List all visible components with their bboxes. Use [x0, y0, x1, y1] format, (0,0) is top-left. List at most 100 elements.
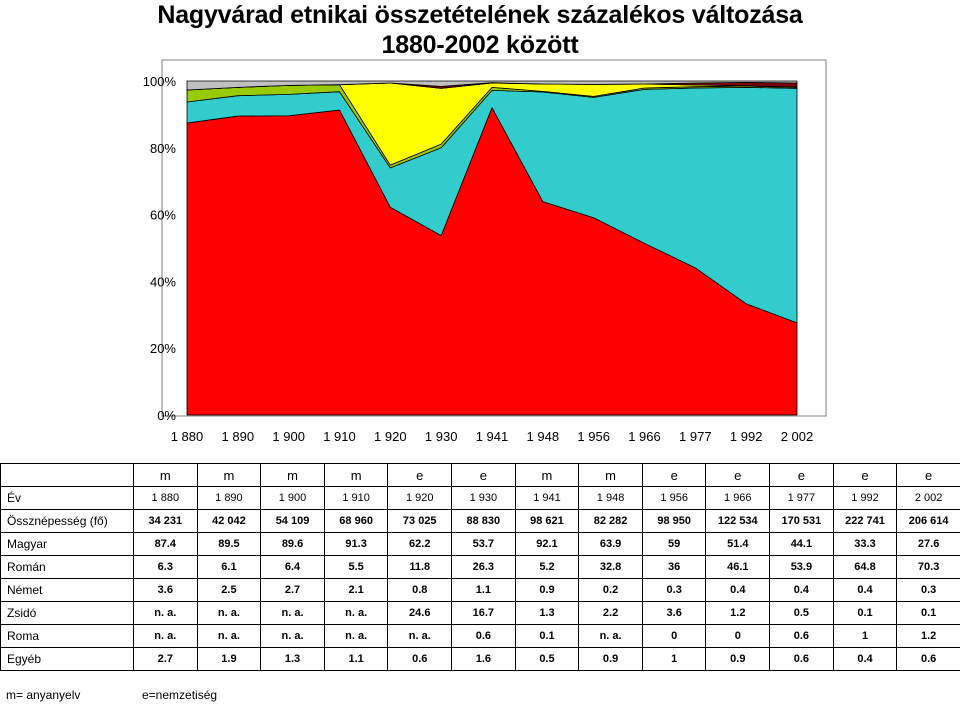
table-cell: 1 930 [451, 486, 516, 510]
table-row: Német 3.6 2.5 2.7 2.1 0.8 1.1 0.9 0.2 0.3 0.4 0.4 0.… [0, 578, 960, 602]
table-cell: 3.6 [133, 578, 198, 602]
table-cell: 26.3 [451, 555, 516, 579]
table-cell: 0.6 [387, 647, 453, 671]
table-source-cell: m [514, 463, 580, 487]
table-cell: 89.5 [196, 532, 262, 556]
table-cell: 98 621 [514, 509, 580, 533]
table-source-cell: m [260, 463, 325, 487]
y-tick-label: 80% [150, 141, 176, 156]
table-cell: 70.3 [896, 555, 960, 579]
table-cell: 0 [705, 624, 771, 648]
table-cell: 1 [641, 647, 707, 671]
table-cell: n. a. [196, 601, 262, 625]
table-cell: n. a. [578, 624, 643, 648]
y-tick-label: 60% [150, 208, 176, 223]
table-row-label: Egyéb [0, 647, 134, 671]
area-egyeb [186, 80, 798, 91]
table-cell: 3.6 [641, 601, 707, 625]
table-cell: 206 614 [896, 509, 960, 533]
x-tick-label: 1 920 [374, 429, 407, 444]
y-tick-label: 0% [157, 408, 176, 423]
table-cell: 91.3 [323, 532, 389, 556]
table-row-label: Roma [0, 624, 134, 648]
table-cell: 1.3 [514, 601, 580, 625]
table-cell: 82 282 [578, 509, 643, 533]
table-cell: 6.4 [260, 555, 325, 579]
table-cell: 51.4 [705, 532, 771, 556]
table-row-label: Zsidó [0, 601, 134, 625]
table-cell: 1.2 [896, 624, 960, 648]
x-tick-label: 1 977 [679, 429, 712, 444]
table-cell: 5.5 [323, 555, 389, 579]
table-source-cell: e [705, 463, 771, 487]
table-cell: 73 025 [387, 509, 453, 533]
table-row-label: Év [0, 486, 134, 510]
table-source-cell: m [133, 463, 198, 487]
table-cell: 0.2 [578, 578, 643, 602]
table-source-cell: e [641, 463, 707, 487]
table-cell: 2.7 [260, 578, 325, 602]
table-row: Össznépesség (fő) 34 231 42 042 54 109 68 96… [0, 509, 960, 533]
table-cell: 2 002 [896, 486, 960, 510]
stacked-area-chart: 0% 20% 40% 60% 80% 100% 1 880 1 890 1 900 1 910 1 … [143, 59, 827, 444]
table-cell: 33.3 [832, 532, 898, 556]
table-cell: 1 966 [705, 486, 771, 510]
table-cell: 0.3 [896, 578, 960, 602]
table-cell: 62.2 [387, 532, 453, 556]
table-cell: n. a. [323, 601, 389, 625]
table-cell: 1 920 [387, 486, 453, 510]
table-cell: 2.2 [578, 601, 643, 625]
table-cell: 0.5 [769, 601, 834, 625]
table-cell: n. a. [323, 624, 389, 648]
table-cell: 222 741 [832, 509, 898, 533]
table-cell: 0.5 [514, 647, 580, 671]
y-tick-label: 40% [150, 274, 176, 289]
table-cell: 1 941 [514, 486, 580, 510]
table-cell: 87.4 [133, 532, 198, 556]
table-cell: 88 830 [451, 509, 516, 533]
table-cell: 2.7 [133, 647, 198, 671]
chart-title-line-2: 1880-2002 között [381, 31, 579, 59]
table-cell: 1.1 [451, 578, 516, 602]
table-cell: 1 910 [323, 486, 389, 510]
table-cell: 11.8 [387, 555, 453, 579]
table-row: Román 6.3 6.1 6.4 5.5 11.8 26.3 5.2 32.8 36 46.1 53… [0, 555, 960, 579]
footnote-e: e=nemzetiség [142, 688, 218, 702]
table-source-cell: e [769, 463, 834, 487]
table-cell: 0.9 [705, 647, 771, 671]
table-cell: 32.8 [578, 555, 643, 579]
table-cell: 0.6 [769, 647, 834, 671]
table-cell: n. a. [196, 624, 262, 648]
footnote-m: m= anyanyelv [6, 688, 81, 702]
table-cell: 46.1 [705, 555, 771, 579]
x-tick-label: 1 948 [527, 429, 560, 444]
table-cell: 1 890 [196, 486, 262, 510]
table-cell: 59 [641, 532, 707, 556]
table-cell: 0.8 [387, 578, 453, 602]
x-tick-label: 1 941 [476, 429, 509, 444]
data-table: m m m m e e m m e e e e e Év 1 880 1 890 1 900 1 910 1 920… [0, 463, 960, 671]
table-source-cell: m [323, 463, 389, 487]
table-cell: 2.5 [196, 578, 262, 602]
chart-title-line-1: Nagyvárad etnikai összetételének százalé… [157, 1, 803, 29]
x-tick-label: 2 002 [781, 429, 814, 444]
table-cell: 2.1 [323, 578, 389, 602]
table-cell: 16.7 [451, 601, 516, 625]
table-cell: 68 960 [323, 509, 389, 533]
table-cell: 0.4 [705, 578, 771, 602]
x-tick-label: 1 956 [577, 429, 610, 444]
table-cell: 42 042 [196, 509, 262, 533]
table-cell: 1 977 [769, 486, 834, 510]
table-cell: 0.3 [641, 578, 707, 602]
x-tick-label: 1 992 [730, 429, 763, 444]
table-cell: 92.1 [514, 532, 580, 556]
table-source-cell: m [578, 463, 643, 487]
table-row: Zsidó n. a. n. a. n. a. n. a. 24.6 16.7 1.3 2.2 3… [0, 601, 960, 625]
table-cell: 1 900 [260, 486, 325, 510]
table-row-label: Német [0, 578, 134, 602]
table-cell: 27.6 [896, 532, 960, 556]
table-source-cell: m [196, 463, 262, 487]
table-source-cell: e [896, 463, 960, 487]
table-cell: 1.1 [323, 647, 389, 671]
